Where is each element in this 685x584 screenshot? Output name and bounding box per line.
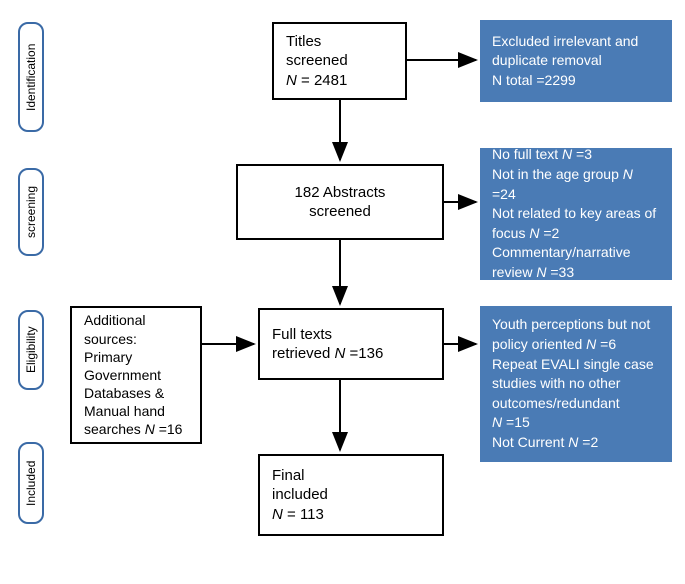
text: Databases & xyxy=(84,384,188,402)
text: Not Current N =2 xyxy=(492,433,660,453)
text: N total =2299 xyxy=(492,71,660,91)
text: =2 xyxy=(578,434,598,450)
text: Full texts xyxy=(272,325,430,345)
text: No full text N =3 xyxy=(492,145,660,165)
text: Excluded irrelevant and xyxy=(492,32,660,52)
stage-eligibility: Eligibility xyxy=(18,310,44,390)
node-titles-screened: Titles screened N = 2481 xyxy=(272,22,407,100)
n-var: N xyxy=(536,264,546,280)
n-var: N xyxy=(145,421,155,437)
text: focus xyxy=(492,225,529,241)
text: Government xyxy=(84,366,188,384)
n-var: N xyxy=(586,336,596,352)
exclusion-titles: Excluded irrelevant and duplicate remova… xyxy=(480,20,672,102)
text: Not related to key areas of xyxy=(492,204,660,224)
text: included xyxy=(272,485,430,505)
text: = 113 xyxy=(283,506,324,523)
n-var: N xyxy=(568,434,578,450)
text: focus N =2 xyxy=(492,224,660,244)
text: review xyxy=(492,264,536,280)
exclusion-abstracts: No full text N =3 Not in the age group N… xyxy=(480,148,672,280)
text: N = 2481 xyxy=(286,71,393,91)
text: Additional xyxy=(84,311,188,329)
text: =16 xyxy=(155,421,183,437)
text: No full text xyxy=(492,146,562,162)
stage-screening: screening xyxy=(18,168,44,256)
text: Commentary/narrative xyxy=(492,243,660,263)
text: =2 xyxy=(539,225,559,241)
text: studies with no other xyxy=(492,374,660,394)
text: Not in the age group N =24 xyxy=(492,165,660,204)
stage-identification: Identification xyxy=(18,22,44,132)
text: N =15 xyxy=(492,413,660,433)
node-additional-sources: Additional sources: Primary Government D… xyxy=(70,306,202,444)
text: =3 xyxy=(572,146,592,162)
text: sources: Primary xyxy=(84,330,188,366)
node-fulltexts-retrieved: Full texts retrieved N =136 xyxy=(258,308,444,380)
text: =15 xyxy=(502,414,530,430)
node-abstracts-screened: 182 Abstracts screened xyxy=(236,164,444,240)
text: Not in the age group xyxy=(492,166,623,182)
n-var: N xyxy=(562,146,572,162)
exclusion-fulltexts: Youth perceptions but not policy oriente… xyxy=(480,306,672,462)
text: 182 Abstracts xyxy=(295,183,386,203)
text: N = 113 xyxy=(272,505,430,525)
n-var: N xyxy=(529,225,539,241)
text: screened xyxy=(286,51,393,71)
n-var: N xyxy=(335,345,346,362)
n-var: N xyxy=(272,506,283,523)
text: Titles xyxy=(286,32,393,52)
text: Youth perceptions but not xyxy=(492,315,660,335)
text: =33 xyxy=(546,264,574,280)
text: retrieved N =136 xyxy=(272,344,430,364)
text: screened xyxy=(309,202,371,222)
text: =136 xyxy=(345,345,383,362)
text: Not Current xyxy=(492,434,568,450)
text: Repeat EVALI single case xyxy=(492,355,660,375)
text: Manual hand xyxy=(84,402,188,420)
stage-included: Included xyxy=(18,442,44,524)
node-final-included: Final included N = 113 xyxy=(258,454,444,536)
text: = 2481 xyxy=(297,72,347,89)
text: searches xyxy=(84,421,145,437)
n-var: N xyxy=(492,414,502,430)
text: policy oriented N =6 xyxy=(492,335,660,355)
text: review N =33 xyxy=(492,263,660,283)
n-var: N xyxy=(623,166,633,182)
text: =6 xyxy=(596,336,616,352)
text: =24 xyxy=(492,186,516,202)
text: duplicate removal xyxy=(492,51,660,71)
text: Final xyxy=(272,466,430,486)
text: outcomes/redundant xyxy=(492,394,660,414)
text: policy oriented xyxy=(492,336,586,352)
text: searches N =16 xyxy=(84,420,188,438)
n-var: N xyxy=(286,72,297,89)
text: retrieved xyxy=(272,345,335,362)
